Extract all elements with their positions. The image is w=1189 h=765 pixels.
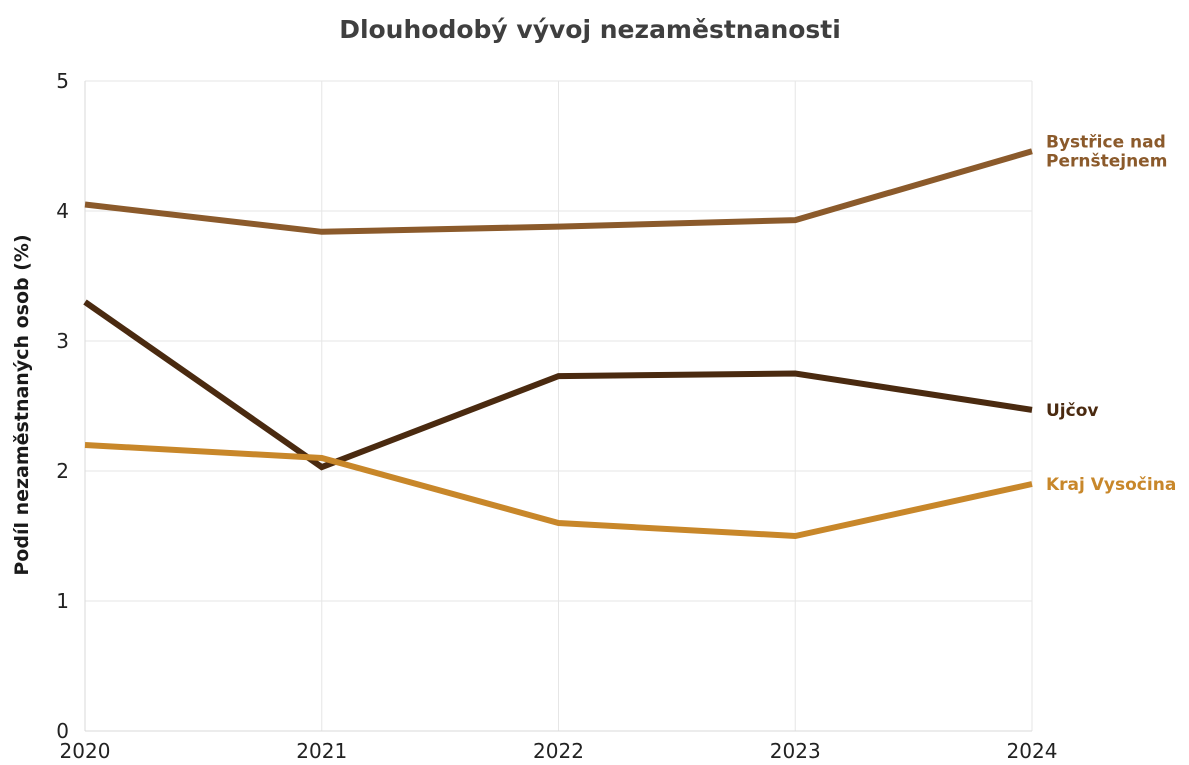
chart-title: Dlouhodobý vývoj nezaměstnanosti: [339, 15, 841, 44]
x-tick-label: 2022: [533, 739, 584, 763]
series-line: [84, 442, 1033, 540]
x-tick-label: 2024: [1007, 739, 1058, 763]
y-tick-label: 1: [56, 589, 69, 613]
x-tick-label: 2020: [60, 739, 111, 763]
x-tick-label: 2021: [296, 739, 347, 763]
series-label: Kraj Vysočina: [1046, 475, 1176, 495]
series-label-line: Kraj Vysočina: [1046, 475, 1176, 495]
y-tick-labels: 0 1 2 3 4 5: [56, 69, 69, 743]
series-label-line: Ujčov: [1046, 401, 1098, 421]
series-label: Bystřice nad Pernštejnem: [1046, 133, 1167, 172]
series-label-line: Pernštejnem: [1046, 152, 1167, 172]
x-tick-labels: 2020 2021 2022 2023 2024: [60, 739, 1058, 763]
grid-lines: [85, 80, 1033, 731]
axes: [84, 81, 1032, 732]
y-tick-label: 5: [56, 69, 69, 93]
y-tick-label: 2: [56, 459, 69, 483]
series-line: [84, 148, 1033, 235]
x-tick-label: 2023: [770, 739, 821, 763]
series-line: [83, 299, 1033, 471]
y-tick-label: 0: [56, 719, 69, 743]
y-tick-label: 4: [56, 199, 69, 223]
series-labels: Bystřice nad Pernštejnem Ujčov Kraj Vysočin…: [1046, 133, 1176, 495]
series-lines: [83, 148, 1033, 540]
series-label: Ujčov: [1046, 401, 1098, 421]
y-axis-label: Podíl nezaměstnaných osob (%): [11, 234, 33, 575]
series-label-line: Bystřice nad: [1046, 133, 1166, 153]
y-tick-label: 3: [56, 329, 69, 353]
